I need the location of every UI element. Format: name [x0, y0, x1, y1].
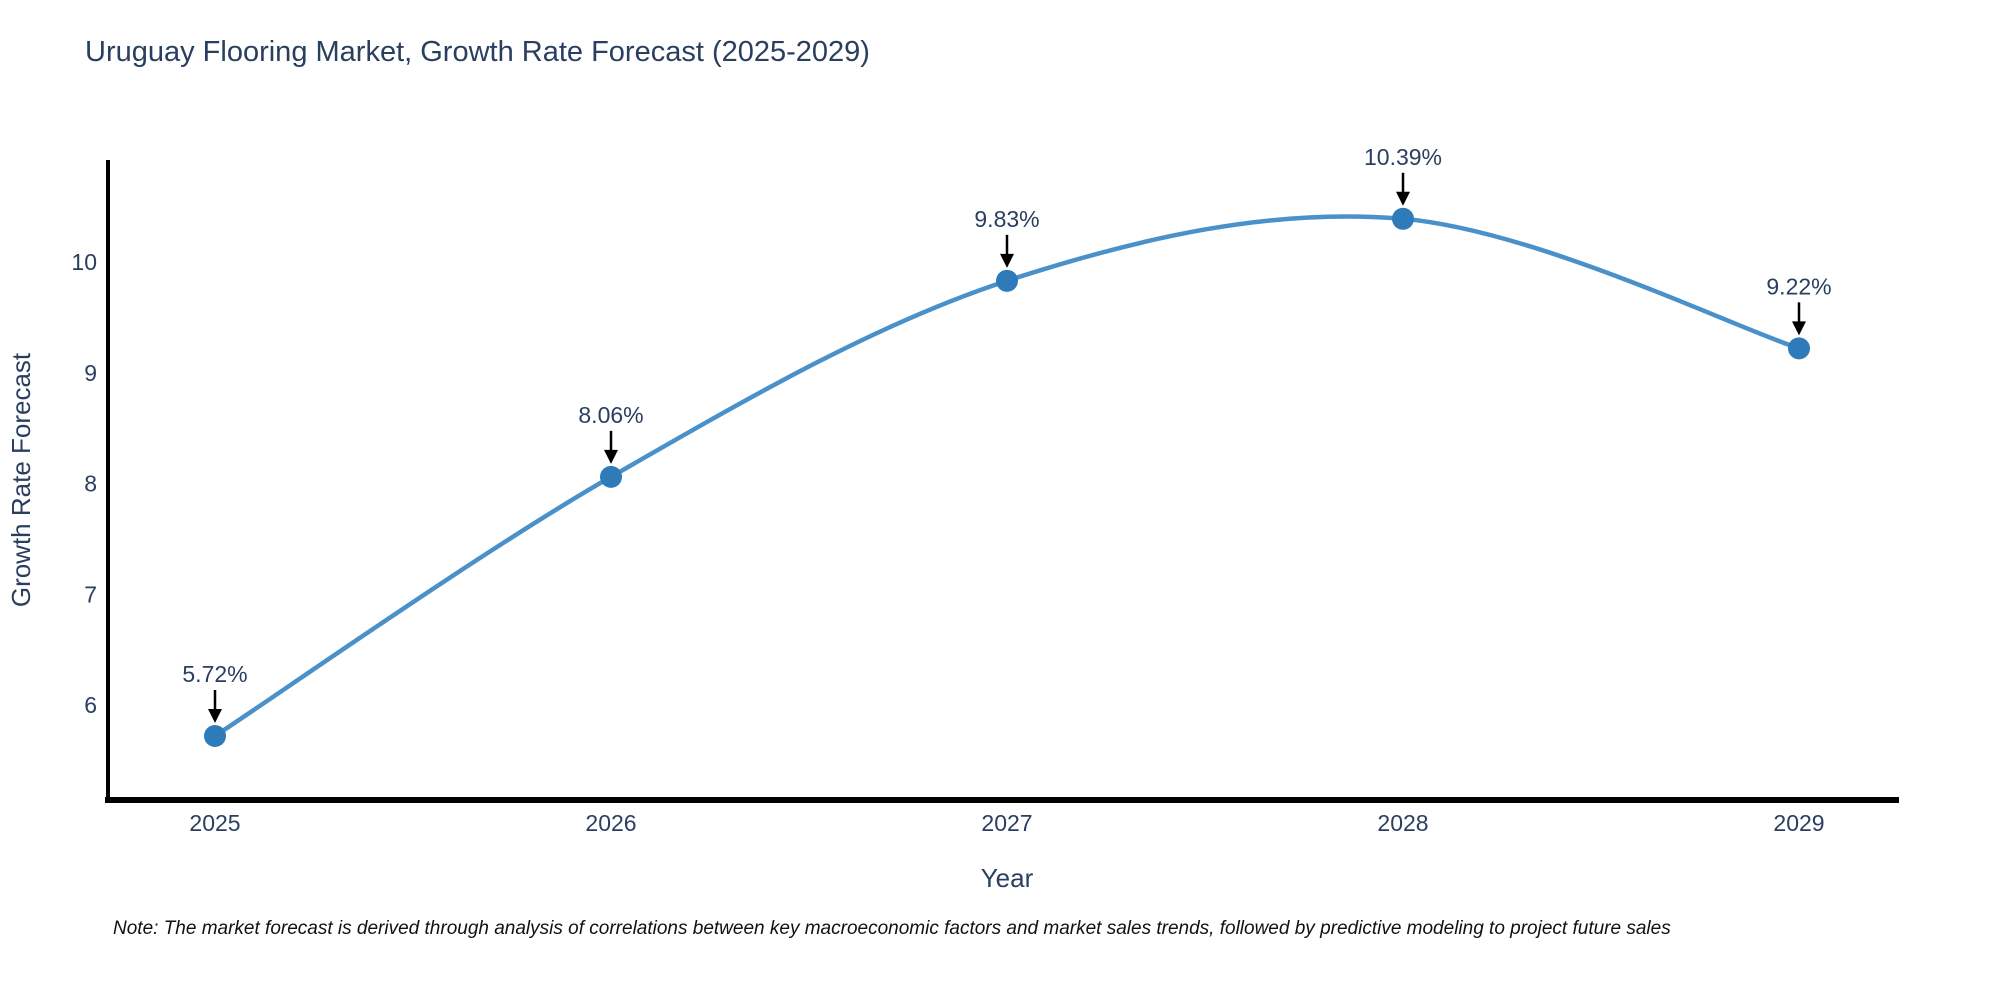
- data-point-label: 9.83%: [974, 206, 1039, 232]
- data-point-marker[interactable]: [1392, 207, 1414, 230]
- y-tick-label: 9: [84, 360, 97, 386]
- y-tick-label: 7: [84, 581, 97, 607]
- annotation-arrow-head: [1000, 253, 1014, 268]
- footnote-text: Note: The market forecast is derived thr…: [113, 918, 1671, 939]
- data-point-label: 9.22%: [1766, 273, 1831, 299]
- annotation-arrow-head: [1792, 321, 1806, 336]
- x-tick-label: 2029: [1773, 810, 1824, 836]
- annotation-arrow-head: [604, 449, 618, 464]
- data-point-marker[interactable]: [1788, 337, 1810, 360]
- data-point-marker[interactable]: [996, 269, 1018, 292]
- x-tick-label: 2027: [981, 810, 1032, 836]
- x-tick-label: 2025: [189, 810, 240, 836]
- y-tick-label: 6: [84, 692, 97, 718]
- series-line: [212, 214, 1802, 739]
- chart-title: Uruguay Flooring Market, Growth Rate For…: [85, 36, 870, 68]
- data-point-marker[interactable]: [600, 465, 622, 488]
- data-point-marker[interactable]: [204, 725, 226, 748]
- annotation-arrow-head: [1396, 191, 1410, 206]
- x-axis-title: Year: [981, 863, 1034, 893]
- y-axis-title: Growth Rate Forecast: [6, 352, 36, 607]
- x-tick-label: 2028: [1377, 810, 1428, 836]
- x-tick-label: 2026: [585, 810, 636, 836]
- data-point-label: 5.72%: [182, 661, 247, 687]
- data-point-label: 8.06%: [578, 402, 643, 428]
- data-point-label: 10.39%: [1364, 144, 1442, 170]
- y-tick-label: 8: [84, 471, 97, 497]
- annotation-arrow-head: [208, 709, 222, 724]
- y-tick-label: 10: [71, 249, 97, 275]
